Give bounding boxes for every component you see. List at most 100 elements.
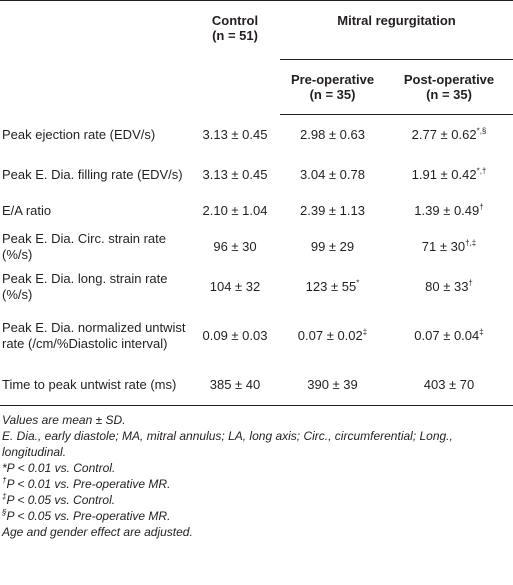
row-label: Peak ejection rate (EDV/s) bbox=[2, 126, 156, 142]
header-cell: Control (n = 51) bbox=[190, 1, 280, 115]
footnote-marker: *,† bbox=[476, 166, 487, 176]
cell-value: 99 ± 29 bbox=[310, 239, 355, 254]
header-text: Post-operative bbox=[403, 72, 495, 87]
header-text: (n = 51) bbox=[212, 28, 258, 43]
cell-value: 104 ± 32 bbox=[209, 279, 261, 294]
header-cell: Post-operative (n = 35) bbox=[385, 59, 513, 115]
footnote-text: E. Dia., early diastole; MA, mitral annu… bbox=[2, 429, 453, 459]
cell-value: 2.77 ± 0.62 bbox=[411, 127, 477, 142]
value-cell: 1.91 ± 0.42*,† bbox=[385, 155, 513, 195]
value-cell: 104 ± 32 bbox=[190, 267, 280, 307]
footnote-marker: * bbox=[356, 278, 360, 288]
table-row: Peak E. Dia. filling rate (EDV/s) 3.13 ± … bbox=[0, 155, 513, 195]
footnote-marker: †,‡ bbox=[465, 238, 477, 248]
group-header: Mitral regurgitation bbox=[280, 0, 513, 60]
value-cell: 2.77 ± 0.62*,§ bbox=[385, 115, 513, 156]
value-cell: 0.09 ± 0.03 bbox=[190, 307, 280, 365]
row-label: Peak E. Dia. filling rate (EDV/s) bbox=[2, 167, 183, 182]
header-text: Pre-operative bbox=[290, 72, 375, 87]
footnote-text: P < 0.01 vs. Pre-operative MR. bbox=[6, 477, 171, 491]
empty-cell bbox=[0, 1, 190, 115]
row-label-cell: Peak E. Dia. normalized untwist rate (/c… bbox=[0, 307, 190, 365]
value-cell: 2.39 ± 1.13 bbox=[280, 195, 385, 227]
cell-value: 123 ± 55 bbox=[305, 279, 357, 294]
value-cell: 0.07 ± 0.02‡ bbox=[280, 307, 385, 365]
value-cell: 71 ± 30†,‡ bbox=[385, 227, 513, 267]
cell-value: 96 ± 30 bbox=[213, 239, 257, 254]
value-cell: 2.10 ± 1.04 bbox=[190, 195, 280, 227]
footnotes: Values are mean ± SD. E. Dia., early dias… bbox=[0, 406, 513, 540]
footnote-marker: ‡ bbox=[479, 327, 484, 337]
footnote: †P < 0.01 vs. Pre-operative MR. bbox=[2, 476, 511, 492]
footnote: E. Dia., early diastole; MA, mitral annu… bbox=[2, 428, 511, 460]
header-row: Control (n = 51) Mitral regurgitation bbox=[0, 0, 513, 60]
value-cell: 99 ± 29 bbox=[280, 227, 385, 267]
row-label: Peak E. Dia. Circ. strain rate (%/s) bbox=[2, 231, 166, 262]
cell-value: 3.13 ± 0.45 bbox=[202, 126, 268, 142]
table-row: Peak ejection rate (EDV/s) 3.13 ± 0.45 2.9… bbox=[0, 115, 513, 156]
row-label: Time to peak untwist rate (ms) bbox=[2, 377, 177, 392]
cell-value: 0.07 ± 0.04 bbox=[414, 328, 480, 343]
footnote: *P < 0.01 vs. Control. bbox=[2, 460, 511, 476]
cell-value: 2.39 ± 1.13 bbox=[300, 203, 365, 218]
value-cell: 3.13 ± 0.45 bbox=[190, 115, 280, 156]
cell-value: 1.39 ± 0.49 bbox=[414, 203, 480, 218]
header-text: (n = 35) bbox=[309, 87, 356, 102]
value-cell: 80 ± 33† bbox=[385, 267, 513, 307]
value-cell: 403 ± 70 bbox=[385, 365, 513, 406]
footnote: Age and gender effect are adjusted. bbox=[2, 524, 511, 540]
table-row: Peak E. Dia. long. strain rate (%/s) 104 … bbox=[0, 267, 513, 307]
cell-value: 3.04 ± 0.78 bbox=[300, 167, 365, 182]
footnote-marker: ‡ bbox=[362, 327, 368, 337]
header-row: Pre-operative (n = 35) Post-operative (n… bbox=[0, 59, 513, 115]
footnote-text: Values are mean ± SD. bbox=[2, 413, 126, 427]
cell-value: 2.98 ± 0.63 bbox=[300, 127, 365, 142]
row-label-cell: Peak E. Dia. long. strain rate (%/s) bbox=[0, 267, 190, 307]
value-cell: 1.39 ± 0.49† bbox=[385, 195, 513, 227]
footnote-text: P < 0.05 vs. Control. bbox=[6, 493, 116, 507]
value-cell: 390 ± 39 bbox=[280, 365, 385, 406]
footnote-marker: § bbox=[2, 508, 7, 517]
footnote: Values are mean ± SD. bbox=[2, 412, 511, 428]
cell-value: 3.13 ± 0.45 bbox=[202, 167, 268, 182]
footnote: ‡P < 0.05 vs. Control. bbox=[2, 492, 511, 508]
table-body: Peak ejection rate (EDV/s) 3.13 ± 0.45 2.9… bbox=[0, 115, 513, 406]
cell-value: 390 ± 39 bbox=[307, 377, 358, 392]
header-text: (n = 35) bbox=[426, 87, 472, 102]
footnote-text: Age and gender effect are adjusted. bbox=[2, 525, 193, 539]
header-cell: Pre-operative (n = 35) bbox=[280, 59, 385, 115]
row-label-cell: Peak E. Dia. Circ. strain rate (%/s) bbox=[0, 227, 190, 267]
row-label-cell: Peak E. Dia. filling rate (EDV/s) bbox=[0, 155, 190, 195]
footnote-text: P < 0.05 vs. Pre-operative MR. bbox=[6, 509, 171, 523]
value-cell: 123 ± 55* bbox=[280, 267, 385, 307]
cell-value: 2.10 ± 1.04 bbox=[202, 203, 268, 218]
footnote-marker: † bbox=[479, 202, 484, 212]
header-text: Control bbox=[211, 13, 259, 28]
footnote-marker: † bbox=[468, 278, 473, 288]
value-cell: 2.98 ± 0.63 bbox=[280, 115, 385, 156]
footnote: §P < 0.05 vs. Pre-operative MR. bbox=[2, 508, 511, 524]
value-cell: 3.04 ± 0.78 bbox=[280, 155, 385, 195]
table-row: Time to peak untwist rate (ms) 385 ± 40 39… bbox=[0, 365, 513, 406]
cell-value: 0.07 ± 0.02 bbox=[297, 328, 363, 343]
footnote-text: *P < 0.01 vs. Control. bbox=[2, 461, 116, 475]
value-cell: 3.13 ± 0.45 bbox=[190, 155, 280, 195]
data-table: Control (n = 51) Mitral regurgitation Pr… bbox=[0, 0, 513, 406]
footnote-marker: † bbox=[2, 476, 7, 485]
row-label: Peak E. Dia. normalized untwist rate (/c… bbox=[2, 320, 186, 351]
table-row: Peak E. Dia. normalized untwist rate (/c… bbox=[0, 307, 513, 365]
cell-value: 1.91 ± 0.42 bbox=[411, 167, 477, 182]
value-cell: 0.07 ± 0.04‡ bbox=[385, 307, 513, 365]
value-cell: 385 ± 40 bbox=[190, 365, 280, 406]
footnote-marker: *,§ bbox=[476, 126, 487, 136]
table-row: Peak E. Dia. Circ. strain rate (%/s) 96 ±… bbox=[0, 227, 513, 267]
row-label-cell: E/A ratio bbox=[0, 195, 190, 227]
footnote-marker: ‡ bbox=[2, 492, 7, 501]
cell-value: 71 ± 30 bbox=[421, 239, 466, 254]
row-label-cell: Peak ejection rate (EDV/s) bbox=[0, 115, 190, 156]
cell-value: 403 ± 70 bbox=[423, 377, 475, 392]
row-label: E/A ratio bbox=[2, 203, 52, 218]
cell-value: 385 ± 40 bbox=[209, 377, 261, 392]
cell-value: 0.09 ± 0.03 bbox=[202, 328, 268, 343]
